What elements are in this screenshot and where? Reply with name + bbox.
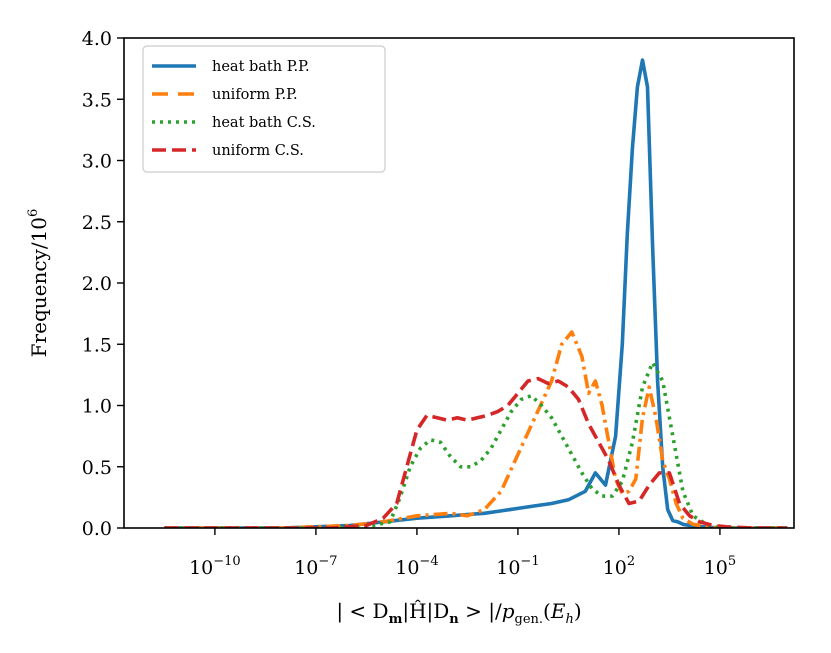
y-tick-label: 3.0 [82, 151, 112, 173]
y-tick-label: 1.0 [82, 396, 112, 418]
x-tick-label: 10−7 [294, 554, 337, 579]
series-lines [164, 58, 788, 528]
x-axis-ticks: 10−10 10−7 10−4 10−1 102 105 [189, 528, 736, 579]
y-tick-label: 0.5 [82, 457, 112, 479]
y-tick-label: 3.5 [82, 89, 112, 111]
series-line-4 [164, 376, 788, 528]
series-line-2 [164, 330, 788, 528]
legend-box [142, 45, 386, 173]
legend-label-2: uniform P.P. [212, 87, 298, 103]
x-tick-label: 10−4 [395, 554, 438, 579]
x-axis-label: | < Dm|Ĥ|Dn > |/pgen.(Eh) [336, 599, 581, 627]
series-line-3 [164, 360, 788, 528]
y-tick-label: 2.0 [82, 273, 112, 295]
y-tick-label: 1.5 [82, 334, 112, 356]
y-axis-ticks: 0.0 0.5 1.0 1.5 2.0 2.5 3.0 3.5 4.0 [82, 28, 124, 540]
legend-label-4: uniform C.S. [212, 143, 304, 159]
legend-label-1: heat bath P.P. [212, 59, 310, 75]
legend: heat bath P.P. uniform P.P. heat bath C.S.… [142, 45, 386, 173]
y-tick-label: 4.0 [82, 28, 112, 50]
y-tick-label: 2.5 [82, 212, 112, 234]
plot-area [164, 58, 788, 528]
x-tick-label: 102 [603, 554, 635, 579]
y-tick-label: 0.0 [82, 518, 112, 540]
legend-label-3: heat bath C.S. [212, 115, 316, 131]
x-tick-label: 105 [704, 554, 736, 579]
y-axis-label: Frequency/106 [26, 209, 51, 358]
x-tick-label: 10−1 [496, 554, 539, 579]
x-tick-label: 10−10 [189, 554, 241, 579]
